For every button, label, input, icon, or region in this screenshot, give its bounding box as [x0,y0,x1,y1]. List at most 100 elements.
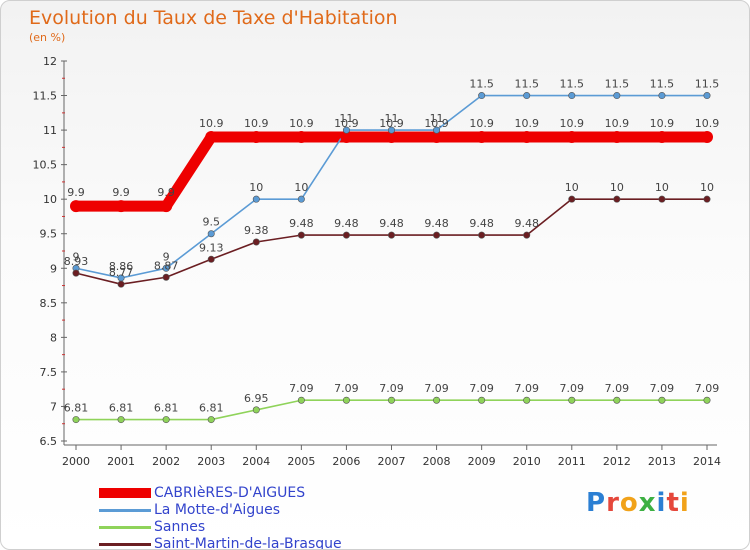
data-point [387,126,395,134]
data-point [610,131,623,143]
data-label: 6.81 [199,402,224,415]
legend-label: La Motte-d'Aigues [154,502,280,518]
data-point [568,92,576,100]
chart-subtitle: (en %) [29,31,66,44]
data-point [72,269,80,277]
data-label: 7.09 [650,382,675,395]
x-tick-label: 2009 [468,455,496,468]
logo-letter: i [656,488,667,518]
data-label: 11.5 [695,78,720,91]
data-label: 7.09 [334,382,359,395]
data-point [478,231,486,239]
x-tick-label: 2004 [242,455,270,468]
data-label: 10 [700,181,714,194]
data-label: 8.77 [109,266,134,279]
data-label: 11 [385,112,399,125]
y-tick-label: 11.5 [33,90,58,103]
data-label: 7.09 [605,382,630,395]
data-point [297,195,305,203]
data-point [520,131,533,143]
data-label: 10 [655,181,669,194]
data-label: 10.9 [379,117,404,130]
data-point [297,396,305,404]
data-point [703,92,711,100]
data-label: 10 [610,181,624,194]
y-tick-label: 9.5 [40,228,58,241]
data-point [478,396,486,404]
y-tick-label: 6.5 [40,435,58,448]
logo-letter: t [666,488,680,518]
data-label: 9.9 [157,186,175,199]
data-label: 9 [163,250,170,263]
data-label: 7.09 [379,382,404,395]
data-label: 10 [294,181,308,194]
data-point [252,195,260,203]
data-label: 11.5 [469,78,494,91]
data-label: 9.48 [469,217,494,230]
chart-title: Evolution du Taux de Taxe d'Habitation [29,7,398,29]
data-label: 10.9 [560,117,585,130]
data-label: 7.09 [695,382,720,395]
x-tick-label: 2003 [197,455,225,468]
legend-swatch [99,488,151,498]
x-tick-label: 2002 [152,455,180,468]
data-point [433,126,441,134]
data-label: 11.5 [560,78,585,91]
data-label: 11.5 [605,78,630,91]
data-point [70,200,82,213]
logo-letter: o [619,488,639,518]
data-point [115,200,128,213]
data-point [297,231,305,239]
x-tick-label: 2006 [332,455,360,468]
data-point [433,231,441,239]
data-label: 9.38 [244,224,269,237]
x-tick-label: 2013 [648,455,676,468]
x-tick-label: 2008 [423,455,451,468]
data-point [205,131,218,143]
data-point [252,406,260,414]
data-point [340,131,353,143]
data-label: 6.81 [109,402,134,415]
data-point [565,131,578,143]
logo-letter: i [679,488,690,518]
data-point [655,131,668,143]
data-point [387,396,395,404]
data-label: 10.9 [469,117,494,130]
data-point [295,131,308,143]
data-label: 7.09 [514,382,539,395]
data-label: 11 [430,112,444,125]
data-point [568,195,576,203]
data-point [207,416,215,424]
data-label: 9.48 [289,217,314,230]
data-label: 9.5 [202,216,220,229]
x-tick-label: 2012 [603,455,631,468]
data-label: 6.81 [154,402,179,415]
data-label: 8.87 [154,259,179,272]
legend-label: Saint-Martin-de-la-Brasque [154,536,342,550]
x-tick-label: 2005 [287,455,315,468]
data-point [117,280,125,288]
data-point [430,131,443,143]
x-tick-label: 2010 [513,455,541,468]
data-label: 10.9 [289,117,314,130]
data-label: 11.5 [514,78,539,91]
proxiti-logo: Proxiti [586,488,690,518]
legend-label: CABRIèRES-D'AIGUES [154,485,306,501]
legend-swatch [99,509,151,512]
data-point [162,264,170,272]
data-label: 9.9 [112,186,130,199]
y-tick-label: 8 [50,331,57,344]
data-label: 10.9 [514,117,539,130]
data-point [568,396,576,404]
y-tick-label: 11 [43,124,57,137]
data-label: 10 [249,181,263,194]
y-tick-label: 8.5 [40,297,58,310]
data-label: 9.48 [334,217,359,230]
data-point [250,131,263,143]
legend-label: Sannes [154,519,206,535]
data-point [613,195,621,203]
data-point [252,238,260,246]
data-point [162,416,170,424]
